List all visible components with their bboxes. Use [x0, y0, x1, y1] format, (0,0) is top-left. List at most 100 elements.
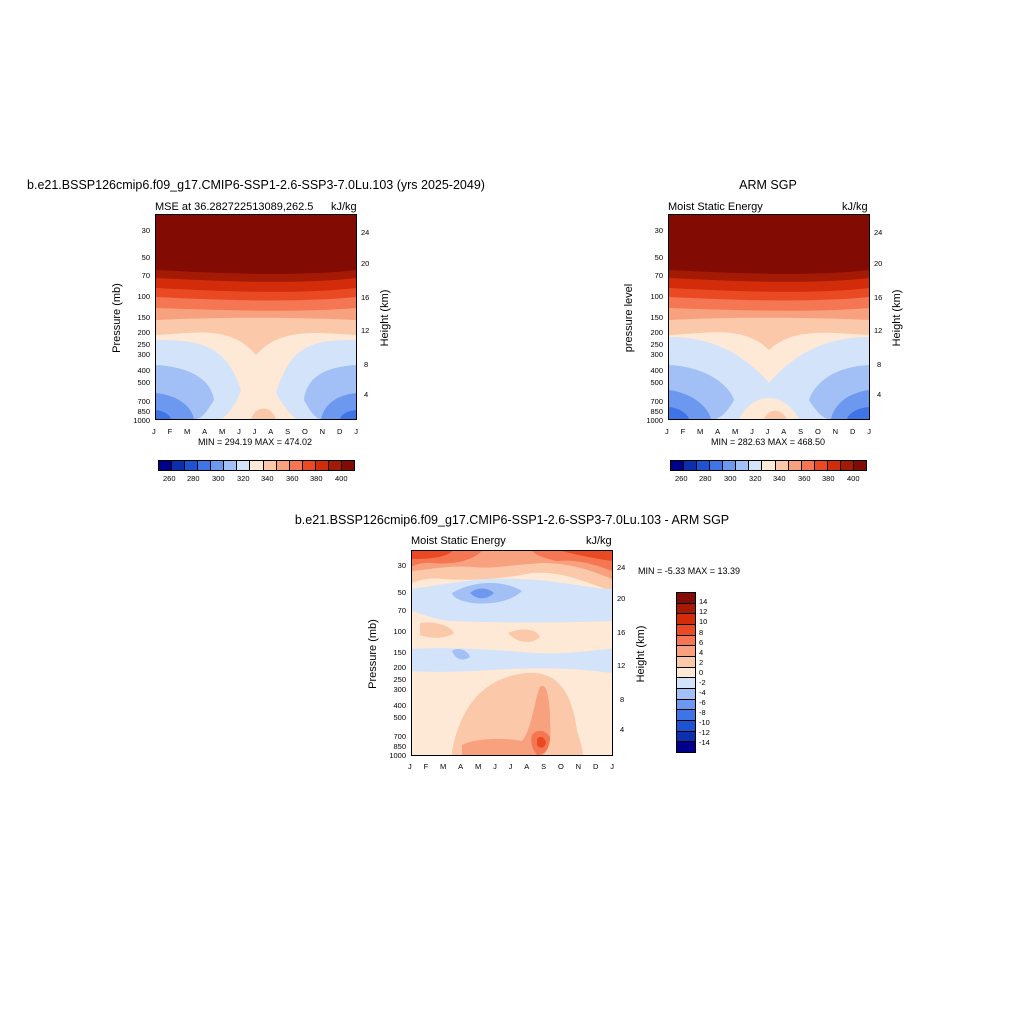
colorbar-label: -8	[699, 708, 706, 717]
month-tick: A	[524, 762, 530, 771]
month-tick: S	[798, 427, 804, 436]
panel1-ptick: 100	[137, 292, 150, 301]
panel2-ptick: 50	[654, 253, 663, 262]
panel1-right-label: kJ/kg	[331, 201, 357, 213]
panel1-ptick: 150	[137, 313, 150, 322]
colorbar-swatch	[302, 461, 316, 470]
colorbar-label: 2	[699, 658, 704, 667]
panel2-htick: 24	[874, 228, 883, 237]
colorbar-label: 340	[261, 474, 274, 483]
panel1-ptick: 30	[141, 226, 150, 235]
colorbar-label: 260	[675, 474, 688, 483]
colorbar-label: 6	[699, 638, 704, 647]
panel3-ptick: 100	[393, 627, 406, 636]
colorbar-label: -6	[699, 698, 706, 707]
month-tick: F	[167, 427, 173, 436]
month-tick: D	[336, 427, 343, 436]
month-tick: J	[252, 427, 257, 436]
colorbar-label: 380	[310, 474, 323, 483]
colorbar-swatch	[775, 461, 789, 470]
colorbar-label: 260	[163, 474, 176, 483]
colorbar-swatch	[677, 603, 695, 615]
colorbar-label: 360	[798, 474, 811, 483]
month-tick: J	[867, 427, 871, 436]
panel2-ptick: 700	[650, 397, 663, 406]
colorbar-swatch	[762, 461, 776, 470]
panel2-title: ARM SGP	[739, 178, 797, 192]
colorbar-swatch	[710, 461, 724, 470]
panel3-htick: 12	[617, 661, 626, 670]
colorbar-label: 300	[724, 474, 737, 483]
panel3-right-label: kJ/kg	[586, 535, 612, 547]
panel2-ptick: 400	[650, 366, 663, 375]
month-tick: M	[731, 427, 739, 436]
panel2-ptick: 100	[650, 292, 663, 301]
colorbar-swatch	[677, 678, 695, 690]
colorbar-swatch	[677, 614, 695, 626]
colorbar-label: -12	[699, 728, 710, 737]
panel3-minmax: MIN = -5.33 MAX = 13.39	[638, 566, 741, 576]
month-tick: J	[493, 762, 497, 771]
panel2-plot	[668, 214, 870, 420]
colorbar-label: 340	[773, 474, 786, 483]
panel2-ptick: 1000	[646, 416, 663, 425]
panel1-htick: 24	[361, 228, 370, 237]
colorbar-label: 280	[187, 474, 200, 483]
panel3-ptick: 700	[393, 732, 406, 741]
panel2-minmax: MIN = 282.63 MAX = 468.50	[710, 437, 826, 447]
panel3-ptick: 500	[393, 713, 406, 722]
panel2-ylabel-right: Height (km)	[891, 289, 903, 347]
colorbar-swatch	[315, 461, 329, 470]
month-tick: A	[781, 427, 787, 436]
colorbar-label: 360	[286, 474, 299, 483]
month-tick: N	[319, 427, 326, 436]
colorbar-swatch	[814, 461, 828, 470]
panel2-left-label: Moist Static Energy	[668, 201, 763, 213]
colorbar-label: 320	[749, 474, 762, 483]
panel3-left-label: Moist Static Energy	[411, 535, 506, 547]
panel1-ptick: 70	[141, 271, 150, 280]
colorbar-swatch	[677, 593, 695, 604]
colorbar-swatch	[677, 646, 695, 658]
colorbar-swatch	[677, 731, 695, 743]
colorbar-swatch	[677, 699, 695, 711]
panel1-contour	[156, 215, 356, 419]
panel3-ylabel: Pressure (mb)	[367, 619, 379, 689]
colorbar-swatch	[172, 461, 186, 470]
panel2-month-axis: J F M A M J J A S O N D J	[665, 427, 871, 436]
panel3-ptick: 70	[397, 606, 406, 615]
panel3-plot	[411, 550, 613, 756]
panel1-ptick: 250	[137, 340, 150, 349]
panel1-htick: 4	[364, 390, 369, 399]
colorbar-swatch	[185, 461, 199, 470]
panel3-htick: 24	[617, 563, 626, 572]
colorbar-swatch	[211, 461, 225, 470]
panel1-colorbar	[158, 460, 355, 471]
colorbar-swatch	[677, 742, 695, 753]
panel3-htick: 16	[617, 628, 626, 637]
panel2-htick: 16	[874, 293, 883, 302]
colorbar-swatch	[341, 461, 354, 470]
colorbar-swatch	[736, 461, 750, 470]
colorbar-label: -4	[699, 688, 706, 697]
panel2-htick: 20	[874, 259, 883, 268]
panel3-ptick: 50	[397, 588, 406, 597]
month-tick: M	[474, 762, 482, 771]
panel3-ptick: 200	[393, 663, 406, 672]
panel3-ylabel-right: Height (km)	[635, 625, 647, 683]
colorbar-label: 10	[699, 617, 708, 626]
colorbar-label: 4	[699, 648, 704, 657]
month-tick: D	[849, 427, 856, 436]
colorbar-swatch	[697, 461, 711, 470]
colorbar-swatch	[289, 461, 303, 470]
month-tick: M	[184, 427, 191, 436]
colorbar-swatch	[677, 710, 695, 722]
colorbar-label: -14	[699, 738, 710, 747]
colorbar-swatch	[328, 461, 342, 470]
panel2-ptick: 850	[650, 407, 663, 416]
colorbar-swatch	[723, 461, 737, 470]
colorbar-swatch	[237, 461, 251, 470]
colorbar-swatch	[198, 461, 212, 470]
month-tick: N	[575, 762, 582, 771]
panel3-htick: 20	[617, 594, 626, 603]
